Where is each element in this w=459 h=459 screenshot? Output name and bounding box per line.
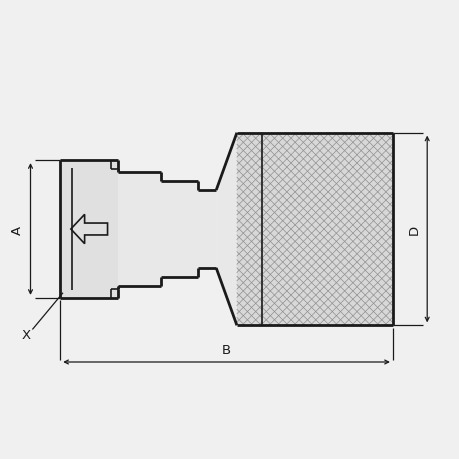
Bar [161,181,197,278]
Text: A: A [11,225,24,234]
Bar [197,190,216,269]
Bar [118,172,161,287]
Bar [236,134,262,325]
Bar [60,161,118,298]
Bar [262,134,392,325]
Text: B: B [222,343,230,356]
Text: D: D [407,224,420,235]
Polygon shape [216,134,236,325]
Text: X: X [21,328,30,341]
